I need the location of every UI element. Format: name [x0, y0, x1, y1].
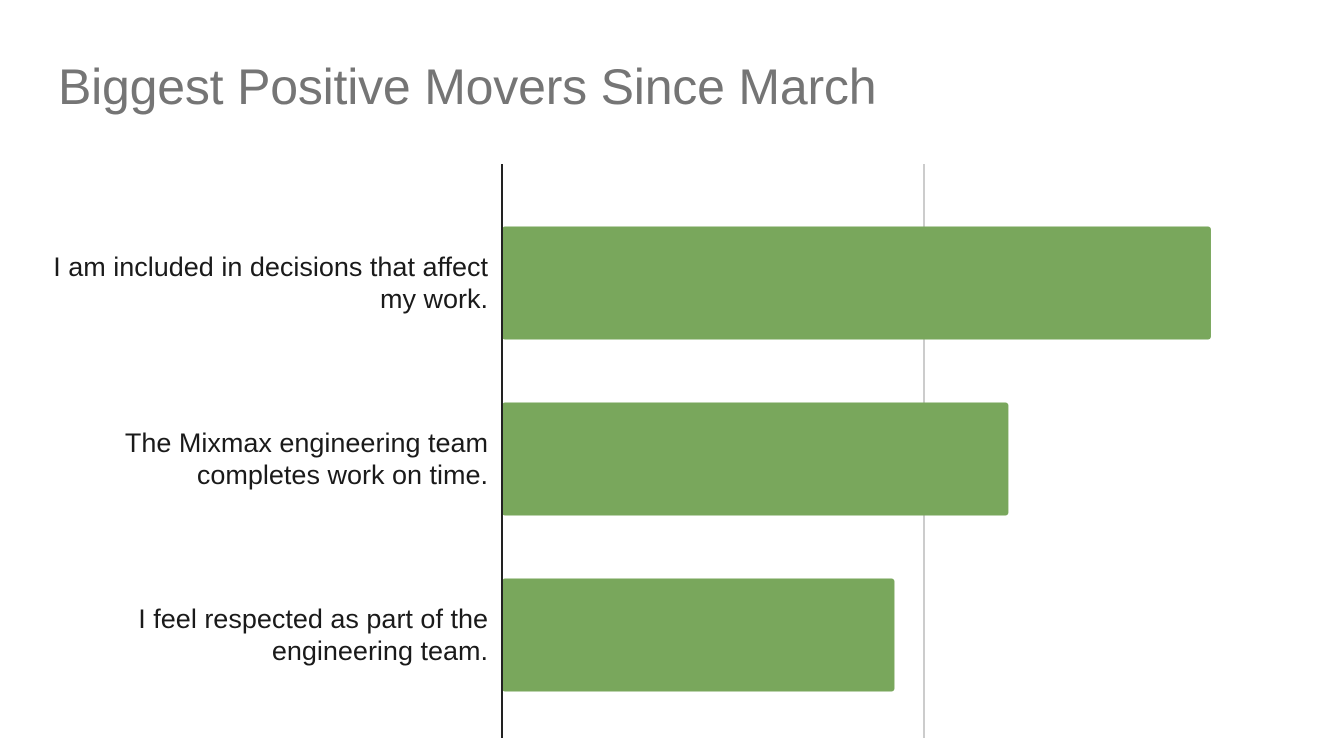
- bar-0: [502, 226, 1211, 340]
- category-label-2: I feel respected as part of the engineer…: [138, 604, 488, 666]
- bar-1: [502, 402, 1009, 516]
- category-label-0: I am included in decisions that affect m…: [53, 252, 488, 314]
- category-label-1: The Mixmax engineering team completes wo…: [124, 428, 488, 490]
- chart-title: Biggest Positive Movers Since March: [58, 59, 877, 115]
- bars: [502, 226, 1211, 692]
- bar-2: [502, 578, 895, 692]
